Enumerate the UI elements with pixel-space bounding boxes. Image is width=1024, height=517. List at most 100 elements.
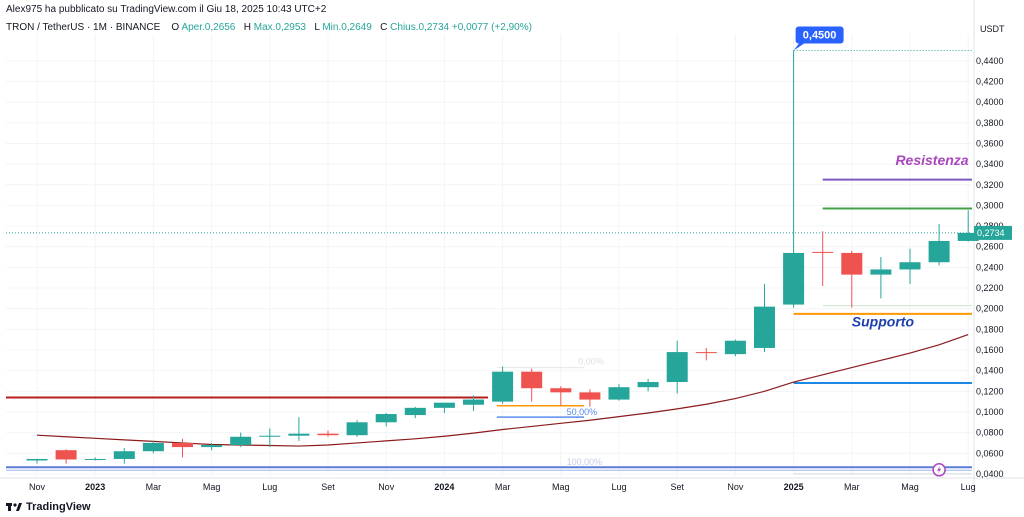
fib-label-faint: 0,00% (578, 356, 604, 366)
price-tick-label: 0,2000 (976, 304, 1004, 314)
annotation-resistenza: Resistenza (895, 152, 968, 168)
publisher-line: Alex975 ha pubblicato su TradingView.com… (6, 4, 327, 15)
price-tick-label: 0,0400 (976, 469, 1004, 479)
candle-up (84, 457, 106, 461)
time-tick-label: Mag (203, 482, 221, 492)
candle-up (113, 448, 135, 464)
price-tick-label: 0,1200 (976, 386, 1004, 396)
candle-body (783, 252, 805, 305)
price-tick-label: 0,0600 (976, 448, 1004, 458)
time-tick-label: Lug (611, 482, 626, 492)
candle-body (433, 402, 455, 408)
last-price-tag-bg (974, 225, 1012, 240)
time-tick-label: Set (321, 482, 335, 492)
candle-body (259, 435, 281, 437)
time-tick-label: Set (670, 482, 684, 492)
high-value: Max.0,2953 (253, 22, 306, 33)
max-price-label: 0,4500 (803, 30, 837, 42)
time-tick-label: Mar (495, 482, 511, 492)
candle-up (433, 402, 455, 414)
candle-down (841, 250, 863, 308)
candle-up (26, 458, 48, 464)
candle-up (346, 420, 368, 437)
ohlc-legend: TRON / TetherUS · 1M · BINANCE O Aper.0,… (6, 22, 532, 33)
candle-body (375, 414, 397, 423)
open-label: O (171, 22, 180, 33)
tradingview-footer: TradingView (6, 501, 91, 513)
price-tick-label: 0,3800 (976, 118, 1004, 128)
candle-down (550, 386, 572, 406)
time-tick-label: Nov (378, 482, 395, 492)
price-tick-label: 0,4400 (976, 56, 1004, 66)
fib-label: 50,00% (567, 407, 598, 417)
candle-body (142, 442, 164, 452)
last-price-tag: 0,2734 (974, 225, 1012, 240)
time-tick-label: Lug (961, 482, 976, 492)
candle-up (608, 384, 630, 401)
candles (26, 50, 979, 464)
time-tick-label: Mag (901, 482, 919, 492)
candle-up (870, 257, 892, 299)
candle-body (754, 306, 775, 348)
time-tick-label: 2024 (434, 482, 454, 492)
price-tick-label: 0,2200 (976, 283, 1004, 293)
time-tick-label: Lug (262, 482, 277, 492)
candle-body (870, 269, 892, 275)
candle-up (288, 417, 310, 441)
high-label: H (243, 22, 251, 33)
last-price-tag-label: 0,2734 (977, 228, 1005, 238)
candle-up (899, 248, 921, 284)
grid (6, 34, 972, 476)
candle-up (724, 339, 746, 357)
price-tick-label: 0,3600 (976, 138, 1004, 148)
candle-body (695, 352, 717, 354)
time-tick-label: Mar (844, 482, 860, 492)
candle-body (230, 436, 252, 446)
candle-down (172, 438, 193, 458)
candle-body (55, 450, 77, 460)
price-tick-label: 0,4000 (976, 97, 1004, 107)
price-tick-label: 0,0800 (976, 428, 1004, 438)
candle-body (550, 388, 572, 393)
candle-up (957, 210, 979, 242)
candle-body (928, 240, 950, 263)
candle-up (259, 428, 281, 448)
time-tick-label: 2023 (85, 482, 105, 492)
candle-down (695, 347, 717, 361)
tradingview-logo-text: TradingView (26, 501, 91, 513)
annotation-supporto: Supporto (852, 313, 915, 329)
price-tick-label: 0,3200 (976, 180, 1004, 190)
candle-body (841, 252, 863, 275)
fib-retracement: 50,00% 100,00% 0,00% (496, 356, 604, 467)
price-tick-label: 0,1600 (976, 345, 1004, 355)
price-tick-label: 0,4200 (976, 77, 1004, 87)
candle-body (404, 407, 426, 416)
candle-body (637, 382, 659, 388)
lightning-icon-bolt (937, 465, 942, 474)
candle-body (579, 392, 601, 400)
candle-up (404, 406, 426, 419)
candle-body (724, 340, 746, 355)
fib-label: 100,00% (567, 457, 603, 467)
candle-body (521, 371, 543, 389)
symbol-title[interactable]: TRON / TetherUS · 1M · BINANCE (6, 22, 161, 33)
candle-up (230, 432, 252, 448)
tradingview-logo-icon (6, 503, 22, 511)
candle-body (317, 433, 339, 436)
candle-body (463, 399, 484, 405)
close-label: C (380, 22, 388, 33)
candle-down (55, 449, 77, 464)
candle-body (201, 445, 223, 448)
price-tick-label: 0,1000 (976, 407, 1004, 417)
time-tick-label: 2025 (784, 482, 804, 492)
currency-label: USDT (980, 24, 1005, 34)
close-value: Chius.0,2734 (390, 22, 450, 33)
candle-body (288, 433, 310, 436)
candle-up (928, 224, 950, 266)
time-tick-label: Mag (552, 482, 570, 492)
price-tick-label: 0,1800 (976, 324, 1004, 334)
candle-up (463, 395, 484, 411)
low-label: L (314, 22, 320, 33)
time-tick-label: Mar (146, 482, 162, 492)
